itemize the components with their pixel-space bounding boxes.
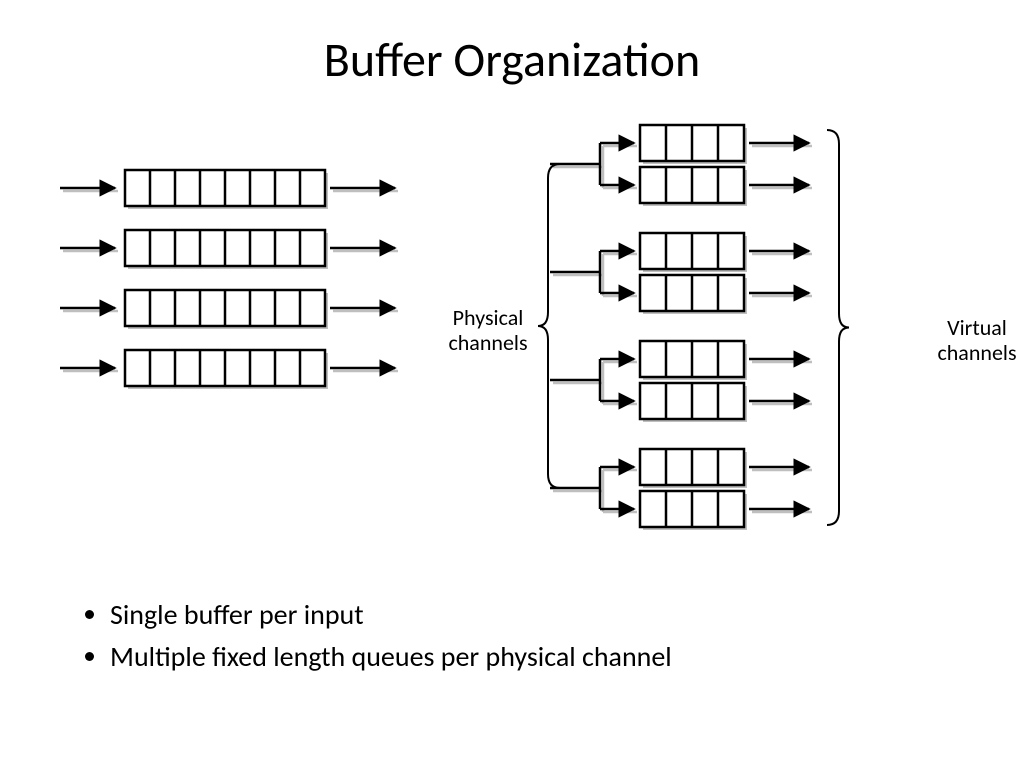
physical-channels-label: Physical channels: [438, 305, 538, 356]
label-text: Virtual channels: [937, 314, 1016, 366]
slide: Buffer Organization Physical channels Vi…: [0, 0, 1024, 768]
virtual-channels-label: Virtual channels: [932, 315, 1022, 366]
right-queue-diagram: [490, 110, 1000, 580]
slide-title: Buffer Organization: [0, 30, 1024, 89]
left-queue-diagram: [40, 150, 440, 440]
bullet-item: Single buffer per input: [110, 596, 672, 634]
label-text: Physical channels: [448, 304, 527, 356]
bullet-list: Single buffer per input Multiple fixed l…: [70, 596, 672, 680]
bullet-item: Multiple fixed length queues per physica…: [110, 638, 672, 676]
